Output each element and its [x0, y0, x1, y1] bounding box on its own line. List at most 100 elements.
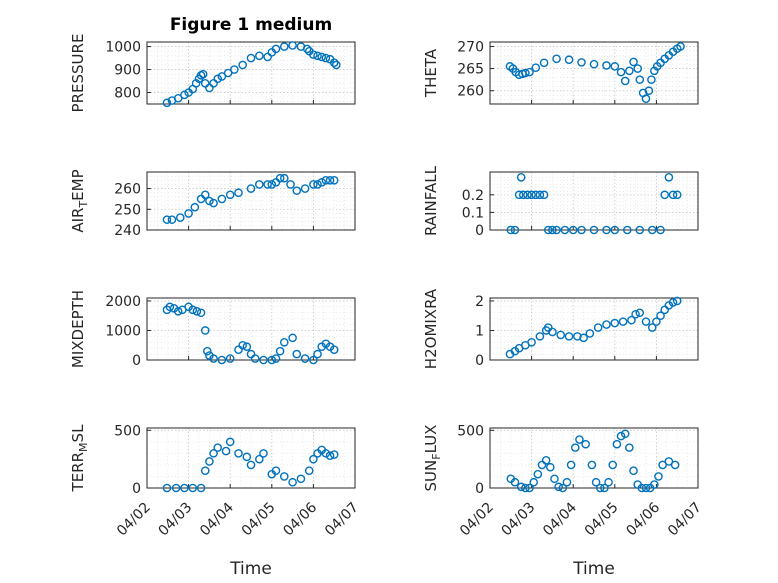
data-point — [525, 67, 534, 77]
data-point — [279, 472, 289, 481]
data-point — [238, 60, 247, 70]
data-point — [652, 317, 661, 326]
data-point — [167, 215, 177, 224]
data-point — [531, 190, 541, 200]
y-axis-label: H2OMIXRA — [422, 288, 440, 369]
data-point — [647, 75, 656, 84]
data-point — [664, 457, 674, 466]
y-axis-label: PRESSURE — [69, 34, 87, 113]
data-point — [275, 173, 285, 183]
data-point — [296, 474, 306, 484]
data-point — [184, 209, 193, 218]
data-point — [602, 320, 611, 329]
data-point — [242, 342, 252, 352]
data-point — [600, 483, 609, 493]
x-tick-label: 04/04 — [197, 499, 237, 539]
data-point — [313, 51, 322, 61]
y-tick-label: 240 — [114, 223, 141, 239]
data-point — [225, 437, 235, 447]
data-point — [616, 431, 626, 441]
data-point — [225, 354, 235, 363]
data-point — [267, 180, 277, 189]
data-point — [604, 477, 613, 487]
data-point — [321, 449, 331, 458]
data-point — [171, 483, 181, 493]
data-point — [223, 68, 233, 78]
y-tick-label: 500 — [114, 423, 141, 439]
data-point — [309, 355, 318, 365]
x-tick-label: 04/05 — [582, 500, 622, 540]
data-point — [641, 317, 651, 326]
x-tick-label: 04/02 — [114, 500, 154, 540]
axes-frame — [489, 297, 699, 361]
data-point — [217, 355, 227, 365]
data-point — [255, 51, 264, 61]
x-tick-label: 04/04 — [540, 499, 580, 539]
y-tick-label: 260 — [114, 182, 141, 198]
data-point — [668, 298, 678, 307]
y-axis-label: TERRMSL — [69, 424, 90, 493]
data-point — [552, 54, 561, 64]
data-point — [568, 225, 578, 235]
data-point — [506, 225, 516, 235]
data-point — [279, 42, 289, 51]
data-point — [180, 483, 189, 493]
x-tick-label: 04/05 — [239, 500, 279, 540]
data-point — [610, 318, 620, 328]
data-point — [641, 483, 651, 493]
data-point — [577, 225, 586, 235]
data-point — [213, 443, 223, 452]
y-axis-label: RAINFALL — [422, 165, 440, 236]
y-tick-label: 0.2 — [462, 188, 484, 204]
data-point — [180, 90, 189, 100]
data-point — [230, 65, 239, 74]
data-point — [658, 460, 667, 470]
data-point — [589, 59, 599, 69]
data-point — [313, 349, 322, 359]
data-point — [271, 466, 281, 475]
axes-frame — [146, 41, 356, 105]
data-point — [329, 345, 339, 354]
data-point — [589, 225, 599, 235]
data-point — [271, 354, 281, 363]
subplot-sun-flux: 04/02 04/03 04/04 04/05 04/06 04/07 0 500 SUNFLU… — [422, 423, 705, 539]
data-point — [575, 435, 584, 444]
axes-background — [489, 41, 699, 105]
data-point — [510, 225, 520, 235]
data-point — [533, 469, 543, 479]
data-point — [629, 466, 638, 475]
data-point — [556, 330, 566, 340]
data-point — [331, 60, 341, 70]
data-point — [656, 225, 665, 235]
data-point — [664, 172, 674, 182]
data-point — [246, 184, 256, 193]
data-point — [162, 215, 172, 224]
data-point — [602, 225, 611, 235]
y-axis-label: SUNFLUX — [422, 425, 443, 492]
data-point — [198, 69, 208, 79]
data-point — [647, 323, 657, 332]
data-point — [203, 346, 212, 356]
data-point — [541, 456, 551, 465]
data-point — [521, 68, 530, 78]
data-point — [267, 355, 277, 365]
y-tick-label: 800 — [114, 86, 141, 102]
y-axis-label: AIRTEMP — [69, 169, 90, 232]
data-point — [529, 477, 538, 487]
data-point — [317, 52, 327, 62]
data-point — [539, 190, 549, 200]
data-point — [255, 454, 264, 464]
axes-frame — [489, 171, 699, 231]
y-tick-label: 1000 — [105, 323, 141, 339]
data-point — [288, 477, 297, 487]
data-point — [234, 188, 243, 198]
data-point — [610, 225, 620, 235]
data-point — [200, 326, 210, 335]
data-point — [560, 225, 570, 235]
data-point — [620, 429, 630, 439]
data-point — [523, 190, 532, 200]
data-point — [325, 451, 335, 460]
data-point — [309, 50, 318, 59]
data-point — [608, 460, 618, 470]
subplot-rainfall: 0 0.10.2 RAINFALL — [422, 165, 699, 239]
